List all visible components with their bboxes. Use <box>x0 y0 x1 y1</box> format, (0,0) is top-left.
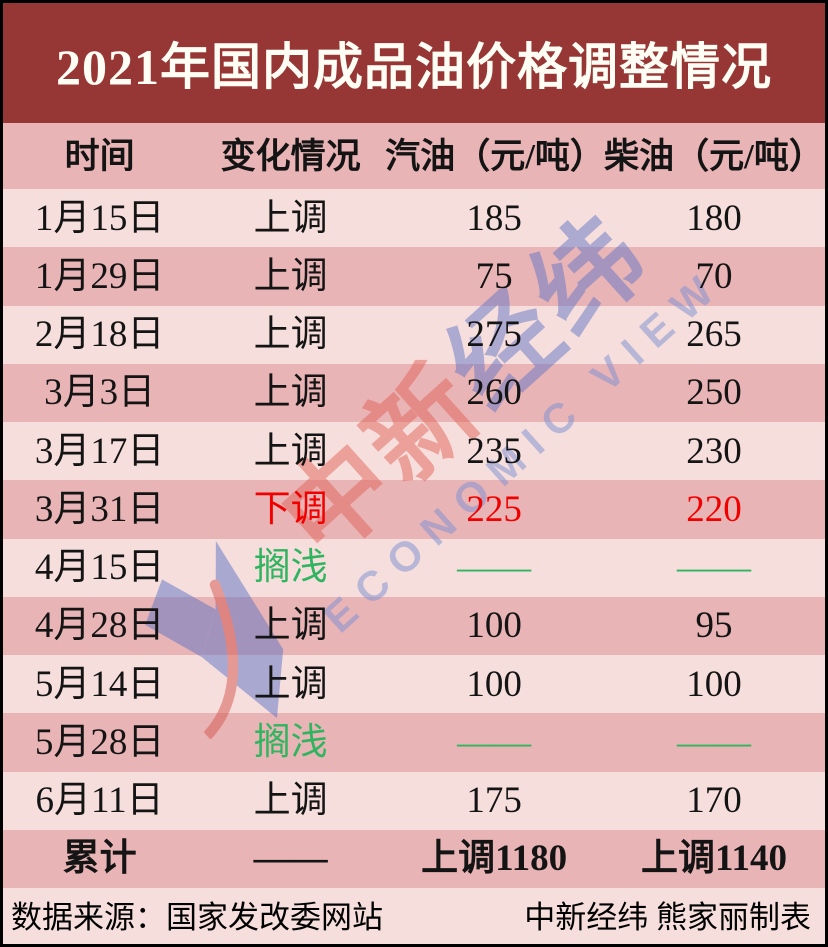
table-row: 5月14日 上调 100 100 <box>3 655 825 714</box>
cell-gasoline: 100 <box>466 663 522 705</box>
header-change: 变化情况 <box>220 136 361 176</box>
header-time: 时间 <box>64 136 135 176</box>
cell-gasoline: 上调1180 <box>421 838 568 880</box>
cell-diesel: —— <box>677 547 751 589</box>
title-bar: 2021年国内成品油价格调整情况 <box>3 3 825 123</box>
cell-date: 6月11日 <box>35 780 164 822</box>
cell-diesel: 上调1140 <box>641 838 787 880</box>
cell-gasoline: 185 <box>466 197 522 239</box>
price-table: 时间 变化情况 汽油（元/吨） 柴油（元/吨） 1月15日 上调 185 180… <box>3 123 825 888</box>
table-row: 3月31日 下调 225 220 <box>3 480 825 539</box>
cell-diesel: 250 <box>686 372 742 414</box>
cell-date: 1月29日 <box>34 255 165 297</box>
cell-change: 上调 <box>253 197 328 239</box>
cell-gasoline: —— <box>457 721 532 763</box>
cell-diesel: 180 <box>686 197 742 239</box>
table-header-row: 时间 变化情况 汽油（元/吨） 柴油（元/吨） <box>3 123 825 189</box>
cell-diesel: 170 <box>686 780 742 822</box>
table-row: 6月11日 上调 175 170 <box>3 771 825 830</box>
cell-change: 上调 <box>253 663 328 705</box>
cell-diesel: 265 <box>686 314 742 356</box>
cell-date: 3月3日 <box>44 372 156 414</box>
cell-date: 4月15日 <box>34 547 165 589</box>
cell-diesel: 70 <box>695 255 733 297</box>
cell-date: 5月28日 <box>34 721 165 763</box>
header-diesel: 柴油（元/吨） <box>604 136 824 176</box>
cell-change: 上调 <box>253 255 328 297</box>
table-total-row: 累计 —— 上调1180 上调1140 <box>3 829 825 888</box>
cell-diesel: 95 <box>695 605 733 647</box>
cell-date: 5月14日 <box>34 663 165 705</box>
table-row: 4月28日 上调 100 95 <box>3 596 825 655</box>
cell-date: 1月15日 <box>34 197 165 239</box>
table-row: 1月15日 上调 185 180 <box>3 189 825 248</box>
cell-change: 上调 <box>253 605 328 647</box>
cell-gasoline: 175 <box>466 780 522 822</box>
table-row: 2月18日 上调 275 265 <box>3 305 825 364</box>
cell-diesel: 230 <box>686 430 742 472</box>
cell-date: 2月18日 <box>34 314 165 356</box>
page-title: 2021年国内成品油价格调整情况 <box>56 39 772 95</box>
cell-date: 3月31日 <box>34 488 165 530</box>
cell-change: 搁浅 <box>253 547 328 589</box>
table-row: 5月28日 搁浅 —— —— <box>3 713 825 772</box>
page-footer: 数据来源：国家发改委网站 中新经纬 熊家丽制表 <box>3 888 825 944</box>
cell-gasoline: —— <box>457 547 532 589</box>
cell-change: 上调 <box>253 372 328 414</box>
cell-gasoline: 225 <box>466 488 522 530</box>
data-source: 数据来源：国家发改委网站 <box>11 899 383 935</box>
cell-date: 4月28日 <box>34 605 165 647</box>
cell-gasoline: 275 <box>466 314 522 356</box>
cell-gasoline: 260 <box>466 372 522 414</box>
table-row: 3月17日 上调 235 230 <box>3 422 825 481</box>
cell-change: 上调 <box>253 430 328 472</box>
cell-date: 3月17日 <box>34 430 165 472</box>
credit: 中新经纬 熊家丽制表 <box>524 899 811 935</box>
cell-date: 累计 <box>62 838 137 880</box>
cell-change: 搁浅 <box>253 721 328 763</box>
cell-diesel: 220 <box>686 488 742 530</box>
header-gasoline: 汽油（元/吨） <box>385 136 605 176</box>
cell-change: —— <box>253 838 328 880</box>
table-row: 4月15日 搁浅 —— —— <box>3 538 825 597</box>
cell-change: 上调 <box>253 780 328 822</box>
cell-gasoline: 75 <box>475 255 513 297</box>
cell-gasoline: 235 <box>466 430 522 472</box>
table-row: 3月3日 上调 260 250 <box>3 363 825 422</box>
table-row: 1月29日 上调 75 70 <box>3 247 825 306</box>
cell-change: 下调 <box>253 488 328 530</box>
cell-diesel: —— <box>677 721 751 763</box>
cell-change: 上调 <box>253 314 328 356</box>
cell-gasoline: 100 <box>466 605 522 647</box>
cell-diesel: 100 <box>686 663 742 705</box>
